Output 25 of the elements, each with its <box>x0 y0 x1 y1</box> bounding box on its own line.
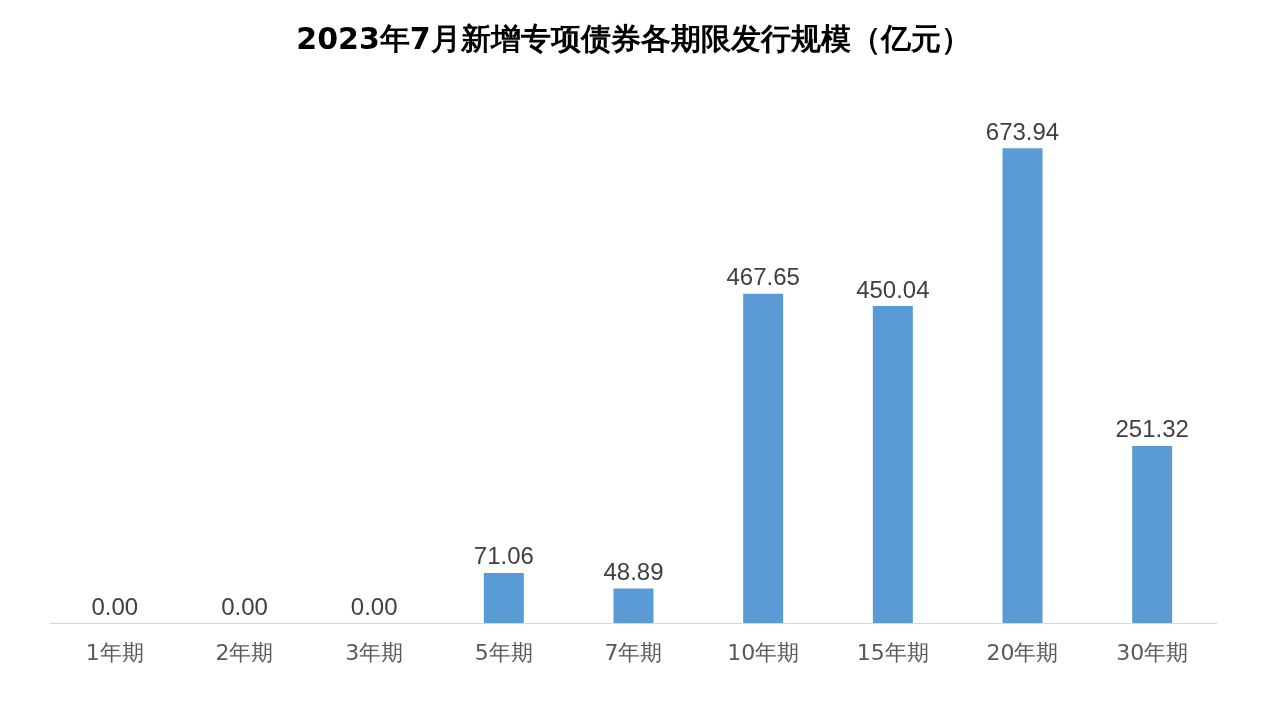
chart-title: 2023年7月新增专项债券各期限发行规模（亿元） <box>296 20 971 56</box>
data-label: 48.89 <box>603 558 664 586</box>
data-label: 673.94 <box>985 117 1060 145</box>
data-label: 0.00 <box>350 592 398 620</box>
bar <box>1132 446 1173 623</box>
bar <box>613 588 654 623</box>
x-tick-label: 20年期 <box>986 639 1059 665</box>
x-tick-label: 30年期 <box>1116 639 1189 665</box>
x-tick-label: 10年期 <box>727 639 800 665</box>
data-label: 0.00 <box>91 592 139 620</box>
x-tick-label: 1年期 <box>85 639 144 665</box>
x-tick-label: 15年期 <box>856 639 929 665</box>
x-tick-label: 3年期 <box>345 639 404 665</box>
data-label: 467.65 <box>726 263 800 291</box>
x-tick-label: 2年期 <box>215 639 274 665</box>
data-label: 0.00 <box>221 592 268 620</box>
x-tick-label: 5年期 <box>474 639 533 665</box>
bar <box>483 572 524 623</box>
data-label: 251.32 <box>1115 415 1189 443</box>
bar <box>872 306 913 623</box>
data-label: 450.04 <box>856 275 930 303</box>
bar <box>1002 148 1043 623</box>
data-label: 71.06 <box>473 542 534 570</box>
x-tick-label: 7年期 <box>604 639 663 665</box>
bar <box>743 293 784 623</box>
